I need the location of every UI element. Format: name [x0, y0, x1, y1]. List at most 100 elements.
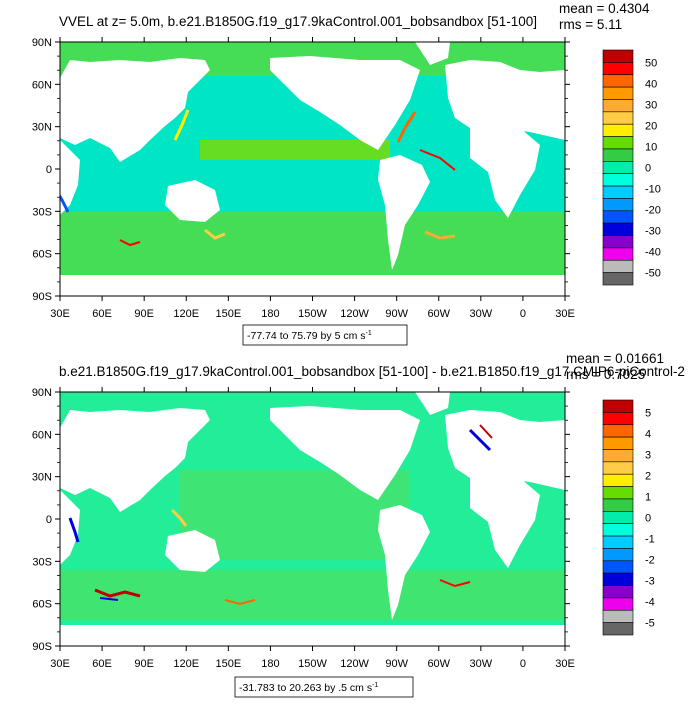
- top-colorbar-swatch: [602, 161, 634, 174]
- top-lon-label: 30E: [555, 308, 575, 320]
- bottom-colorbar: 5 4 3 2 1 0 -1 -2 -3 -4 -5: [602, 399, 655, 636]
- bottom-colorbar-label: 0: [645, 513, 651, 525]
- bottom-land-masses: [60, 392, 565, 646]
- bottom-colorbar-swatch: [602, 412, 634, 426]
- bottom-lon-label: 60W: [427, 658, 450, 670]
- bottom-colorbar-swatch: [602, 548, 634, 562]
- top-lat-label: 0: [46, 164, 52, 176]
- bottom-colorbar-swatch: [602, 609, 634, 623]
- top-current-americas-east: [419, 149, 456, 171]
- top-current-acc-3: [424, 230, 456, 240]
- bottom-land-greenland: [415, 392, 450, 415]
- top-lon-label: 150W: [298, 308, 327, 320]
- top-lon-label: 90W: [385, 308, 408, 320]
- bottom-map-field: [60, 392, 565, 646]
- bottom-southern-band: [60, 570, 565, 620]
- top-lat-label: 90N: [32, 37, 52, 49]
- top-range-text: -77.74 to 75.79 by 5 cm s: [247, 330, 365, 342]
- top-lon-label: 120E: [173, 308, 199, 320]
- bottom-lon-label: 180: [261, 658, 279, 670]
- bottom-rms-stat: rms = 0.7025: [566, 367, 645, 382]
- bottom-land-eurasia: [60, 408, 210, 512]
- top-colorbar-swatch: [602, 198, 634, 212]
- top-land-north-america: [270, 56, 420, 150]
- bottom-mean-stat: mean = 0.01661: [566, 351, 664, 366]
- bottom-colorbar-label: -1: [645, 534, 655, 546]
- top-current-gulfstream: [396, 111, 417, 143]
- top-range-label: -77.74 to 75.79 by 5 cm s-1: [247, 330, 372, 342]
- bottom-map-svg: b.e21.B1850G.f19_g17.9kaControl.001_bobs…: [32, 351, 685, 698]
- bottom-lon-label: 90W: [385, 658, 408, 670]
- bottom-map-title: b.e21.B1850G.f19_g17.9kaControl.001_bobs…: [59, 364, 685, 379]
- bottom-anomaly-indian-ocean-blue: [99, 597, 119, 601]
- top-land-greenland: [415, 42, 450, 65]
- top-map-axes: 90N 60N 30N 0 30S 60S 90S 30E 60E 90E 120E 150E 180 1…: [32, 37, 575, 320]
- top-lon-label: 0: [520, 308, 526, 320]
- top-colorbar-swatch: [602, 222, 634, 236]
- top-colorbar-label: 0: [645, 163, 651, 175]
- bottom-anomaly-indian-ocean: [94, 588, 141, 598]
- bottom-lat-label: 90N: [32, 387, 52, 399]
- bottom-anomaly-south-pacific: [224, 599, 256, 606]
- bottom-range-label: -31.783 to 20.263 by .5 cm s-1: [239, 682, 378, 694]
- bottom-anomaly-hotspots: [68, 424, 493, 606]
- bottom-land-australia: [165, 530, 220, 572]
- bottom-colorbar-label: 3: [645, 449, 651, 461]
- bottom-colorbar-swatch: [602, 572, 634, 586]
- top-lon-label: 150E: [215, 308, 241, 320]
- top-lon-label: 30E: [50, 308, 70, 320]
- top-current-acc-2: [204, 228, 226, 240]
- top-current-acc-1: [119, 239, 141, 247]
- bottom-colorbar-swatch: [602, 399, 634, 413]
- bottom-colorbar-swatch: [602, 424, 634, 438]
- top-mean-stat: mean = 0.4304: [559, 1, 650, 16]
- bottom-colorbar-label: -3: [645, 576, 655, 588]
- bottom-colorbar-label: 1: [645, 491, 651, 503]
- bottom-colorbar-label: 2: [645, 470, 651, 482]
- bottom-lat-label: 60N: [32, 429, 52, 441]
- top-colorbar-swatch: [602, 123, 634, 137]
- top-colorbar-label: 40: [645, 78, 657, 90]
- top-lon-label: 30W: [470, 308, 493, 320]
- bottom-lon-label: 150W: [298, 658, 327, 670]
- bottom-colorbar-swatch: [602, 622, 634, 636]
- bottom-anomaly-north-atlantic: [468, 428, 492, 452]
- top-colorbar-label: 30: [645, 99, 657, 111]
- bottom-lat-label: 30N: [32, 472, 52, 484]
- top-colorbar-swatch: [602, 185, 634, 199]
- top-colorbar-swatch: [602, 235, 634, 249]
- top-colorbar-label: 50: [645, 57, 657, 69]
- top-colorbar-swatch: [602, 111, 634, 125]
- bottom-colorbar-label: 4: [645, 428, 651, 440]
- bottom-lon-label: 30W: [470, 658, 493, 670]
- bottom-lon-label: 0: [520, 658, 526, 670]
- bottom-lon-label: 30E: [555, 658, 575, 670]
- top-colorbar-swatch: [602, 173, 634, 187]
- top-colorbar-swatch: [602, 62, 634, 76]
- bottom-anomaly-western-pacific: [170, 508, 188, 527]
- top-lat-label: 60N: [32, 79, 52, 91]
- top-land-europe: [445, 60, 565, 140]
- bottom-land-europe: [445, 410, 565, 490]
- bottom-colorbar-swatch: [602, 449, 634, 463]
- bottom-colorbar-swatch: [602, 523, 634, 537]
- top-colorbar-label: 20: [645, 120, 657, 132]
- bottom-land-south-america: [378, 505, 430, 620]
- bottom-lat-label: 0: [46, 514, 52, 526]
- bottom-lon-label: 120E: [173, 658, 199, 670]
- bottom-lon-label: 120W: [340, 658, 369, 670]
- bottom-lon-label: 30E: [50, 658, 70, 670]
- bottom-colorbar-label: -5: [645, 618, 655, 630]
- bottom-colorbar-swatch: [602, 498, 634, 512]
- top-lon-label: 90E: [134, 308, 154, 320]
- top-lon-label: 180: [261, 308, 279, 320]
- bottom-lon-label: 60E: [92, 658, 112, 670]
- top-equatorial-band: [200, 140, 390, 160]
- bottom-map-axes: 90N 60N 30N 0 30S 60S 90S 30E 60E 90E 120E 150E 180 1…: [32, 387, 575, 670]
- top-land-antarctica: [60, 275, 565, 296]
- bottom-colorbar-swatch: [602, 585, 634, 599]
- bottom-colorbar-swatch: [602, 473, 634, 487]
- top-colorbar-label: -30: [645, 226, 661, 238]
- bottom-lat-label: 90S: [32, 641, 52, 653]
- bottom-range-box: [234, 676, 414, 698]
